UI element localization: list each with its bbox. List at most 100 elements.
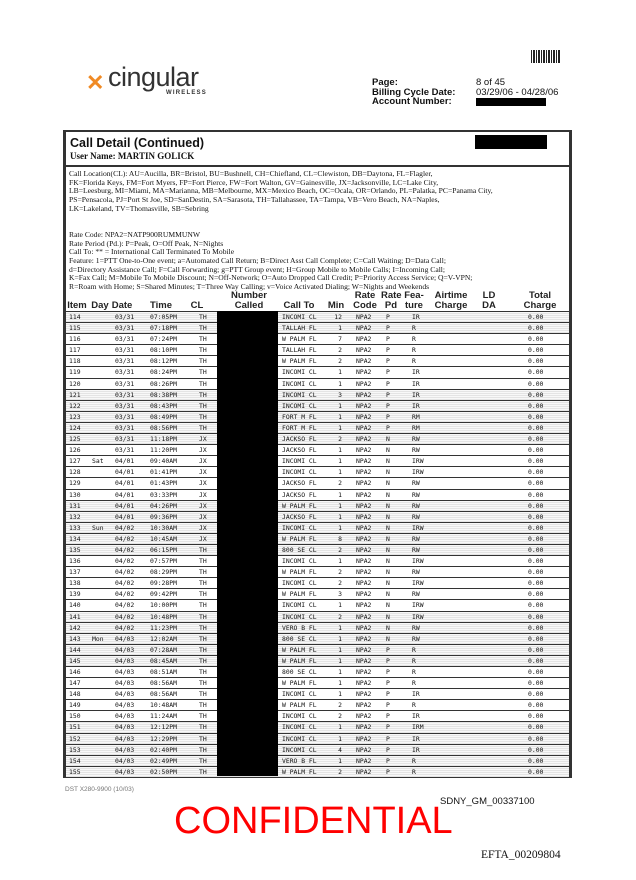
time-cell: 10:00PM	[150, 601, 177, 610]
date-cell: 03/31	[115, 423, 135, 432]
call-to-cell: TALLAH FL	[282, 346, 317, 355]
call-location-cell: TH	[199, 767, 207, 776]
legend-line: d=Directory Assistance Call; F=Call Forw…	[69, 264, 446, 274]
feature-cell: RW	[412, 479, 420, 488]
date-cell: 03/31	[115, 435, 135, 444]
table-row: 132 04/01 09:36PM JX JACKSO FL 1 NPA2 N RW 0.00	[66, 510, 569, 522]
rate-period-cell: N	[386, 468, 390, 477]
rate-period-cell: N	[386, 601, 390, 610]
rate-code-cell: NPA2	[356, 401, 372, 410]
call-location-cell: TH	[199, 756, 207, 765]
total-charge-cell: 0.00	[528, 701, 544, 710]
time-cell: 08:56PM	[150, 423, 177, 432]
item-cell: 139	[69, 590, 81, 599]
rate-code-cell: NPA2	[356, 435, 372, 444]
call-location-cell: TH	[199, 401, 207, 410]
item-cell: 145	[69, 656, 81, 665]
table-row: 134 04/02 10:45AM JX W PALM FL 8 NPA2 N RW 0.00	[66, 532, 569, 544]
feature-cell: RW	[412, 590, 420, 599]
date-cell: 04/02	[115, 590, 135, 599]
feature-cell: R	[412, 668, 416, 676]
item-cell: 115	[69, 324, 81, 333]
date-cell: 04/03	[115, 656, 135, 665]
total-charge-cell: 0.00	[528, 501, 544, 510]
feature-cell: IRM	[412, 723, 424, 732]
day-cell: Sun	[92, 523, 104, 532]
call-to-cell: W PALM FL	[282, 501, 317, 510]
total-charge-cell: 0.00	[528, 435, 544, 444]
rate-code-cell: NPA2	[356, 745, 372, 754]
call-to-cell: W PALM FL	[282, 767, 317, 776]
date-cell: 04/03	[115, 634, 135, 643]
minutes-cell: 1	[338, 690, 342, 699]
date-cell: 03/31	[115, 357, 135, 366]
table-row: 147 04/03 08:56AM TH W PALM FL 1 NPA2 P R 0.00	[66, 677, 569, 688]
total-charge-cell: 0.00	[528, 412, 544, 421]
date-cell: 04/03	[115, 756, 135, 765]
rate-code-cell: NPA2	[356, 457, 372, 466]
rate-code-cell: NPA2	[356, 512, 372, 521]
item-cell: 120	[69, 379, 81, 388]
minutes-cell: 1	[338, 412, 342, 421]
time-cell: 12:12PM	[150, 723, 177, 732]
table-row: 146 04/03 08:51AM TH 800 SE CL 1 NPA2 P R 0.00	[66, 666, 569, 677]
rate-code-cell: NPA2	[356, 601, 372, 610]
rate-code-cell: NPA2	[356, 390, 372, 399]
rate-period-cell: P	[386, 690, 390, 699]
minutes-cell: 1	[338, 723, 342, 732]
item-cell: 134	[69, 534, 81, 543]
rate-period-cell: P	[386, 745, 390, 754]
date-cell: 04/02	[115, 534, 135, 543]
time-cell: 08:29PM	[150, 568, 177, 577]
rate-code-cell: NPA2	[356, 412, 372, 421]
rate-period-cell: P	[386, 701, 390, 710]
table-row: 124 03/31 08:56PM TH FORT M FL 1 NPA2 P RM 0.00	[66, 421, 569, 434]
time-cell: 10:45AM	[150, 534, 177, 543]
legend-line: Call To: ** = International Call Termina…	[69, 247, 235, 257]
call-to-cell: INCOMI CL	[282, 612, 317, 621]
rate-code-cell: NPA2	[356, 656, 372, 665]
date-cell: 03/31	[115, 401, 135, 410]
total-charge-cell: 0.00	[528, 668, 544, 676]
call-to-cell: JACKSO FL	[282, 512, 317, 521]
rate-period-cell: P	[386, 357, 390, 366]
call-to-cell: INCOMI CL	[282, 579, 317, 588]
time-cell: 01:43PM	[150, 479, 177, 488]
minutes-cell: 2	[338, 701, 342, 710]
table-row: 118 03/31 08:12PM TH W PALM FL 2 NPA2 P R 0.00	[66, 355, 569, 366]
column-header: Fea- ture	[404, 290, 424, 311]
item-cell: 141	[69, 612, 81, 621]
rate-code-cell: NPA2	[356, 501, 372, 510]
rate-period-cell: P	[386, 313, 390, 321]
call-location-cell: TH	[199, 645, 207, 654]
call-to-cell: W PALM FL	[282, 534, 317, 543]
rate-period-cell: P	[386, 734, 390, 743]
rate-code-cell: NPA2	[356, 423, 372, 432]
minutes-cell: 2	[338, 767, 342, 776]
table-row: 123 03/31 08:49PM TH FORT M FL 1 NPA2 P RM 0.00	[66, 410, 569, 422]
rate-code-cell: NPA2	[356, 634, 372, 643]
time-cell: 02:50PM	[150, 767, 177, 776]
feature-cell: RW	[412, 534, 420, 543]
cingular-jack-icon: ✕	[86, 70, 105, 95]
total-charge-cell: 0.00	[528, 690, 544, 699]
minutes-cell: 1	[338, 379, 342, 388]
date-cell: 04/03	[115, 712, 135, 721]
call-to-cell: JACKSO FL	[282, 446, 317, 455]
time-cell: 08:45AM	[150, 656, 177, 665]
call-location-cell: JX	[199, 534, 207, 543]
date-cell: 04/02	[115, 612, 135, 621]
total-charge-cell: 0.00	[528, 346, 544, 355]
legend-line: K=Fax Call; M=Mobile To Mobile Discount;…	[69, 273, 473, 283]
time-cell: 12:02AM	[150, 634, 177, 643]
page-label: Page:	[372, 77, 398, 88]
call-to-cell: 800 SE CL	[282, 668, 317, 676]
item-cell: 125	[69, 435, 81, 444]
total-charge-cell: 0.00	[528, 368, 544, 377]
rate-code-cell: NPA2	[356, 534, 372, 543]
rate-period-cell: P	[386, 335, 390, 344]
time-cell: 08:12PM	[150, 357, 177, 366]
column-header: Day	[91, 299, 109, 311]
call-location-cell: TH	[199, 568, 207, 577]
total-charge-cell: 0.00	[528, 645, 544, 654]
